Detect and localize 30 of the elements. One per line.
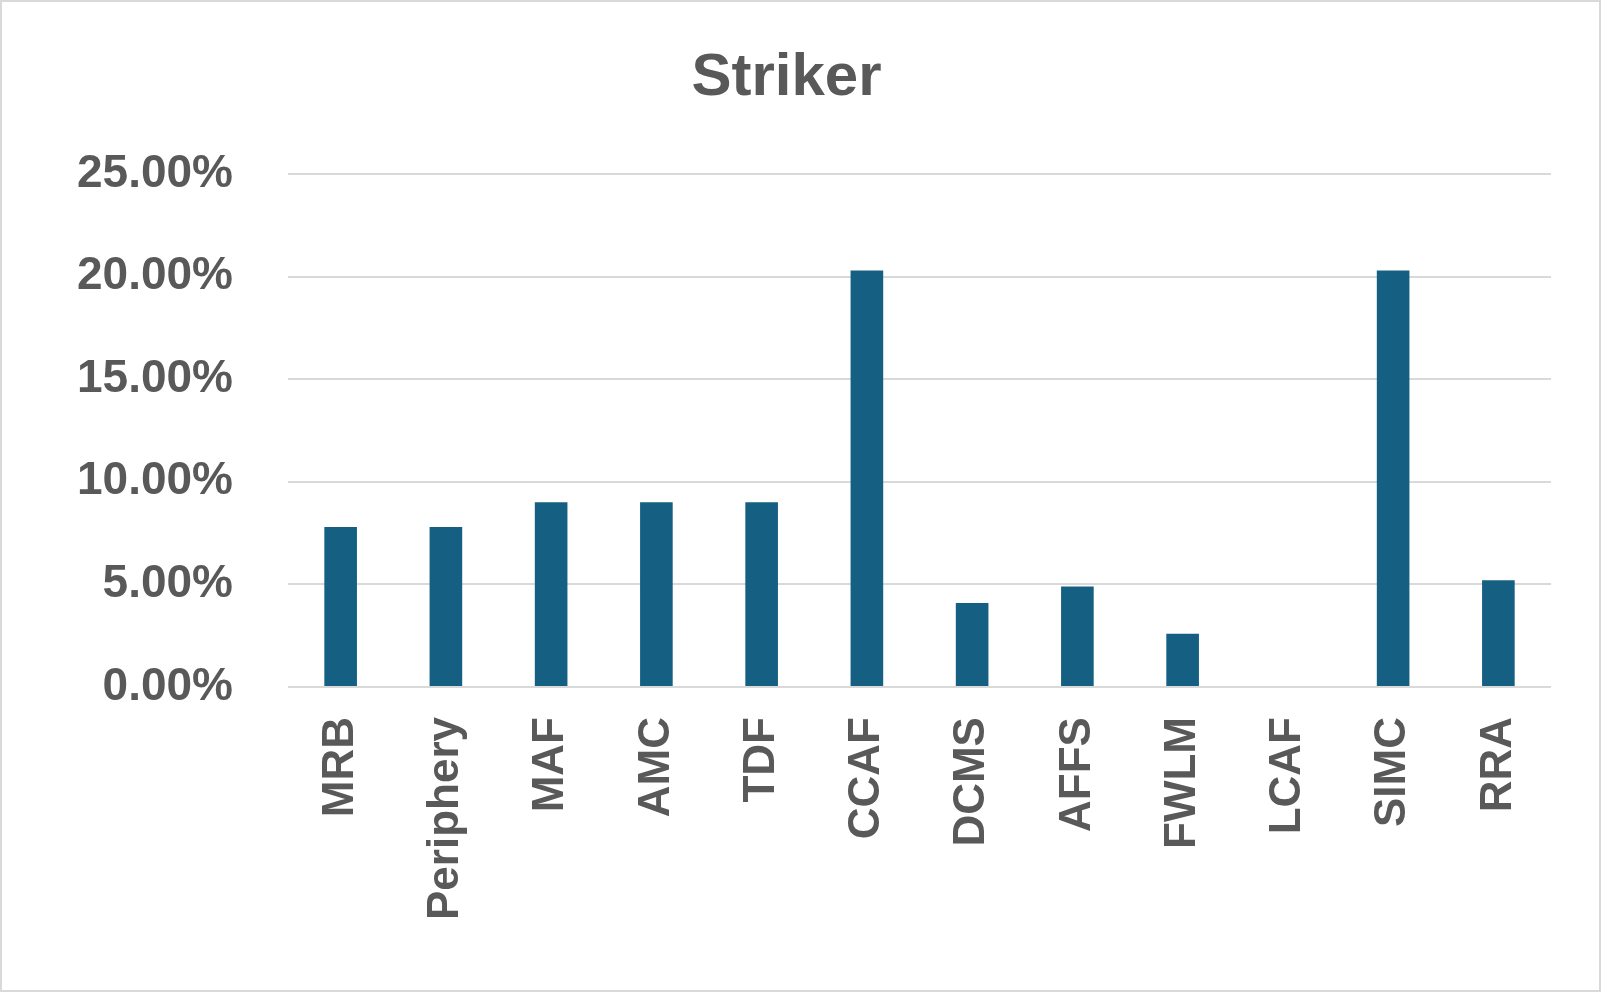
y-tick-label: 20.00% [77,247,234,300]
x-tick-label: LCAF [1260,717,1310,835]
x-tick-label: RRA [1470,717,1520,813]
x-tick-label: DCMS [944,717,994,847]
x-tick-label: AFFS [1049,717,1099,832]
y-tick-label: 0.00% [102,657,234,710]
y-tick-label: 5.00% [102,555,234,608]
bar [1166,633,1199,687]
bar [745,502,778,687]
y-tick-label: 15.00% [77,349,234,402]
x-tick-label: TDF [733,717,783,803]
bar [1061,586,1094,687]
x-tick-label: AMC [628,717,678,818]
x-tick-label: MAF [523,717,573,813]
bar [640,502,673,687]
bar [1482,580,1515,687]
bar [429,526,463,687]
bar [534,502,568,687]
chart-title: Striker [691,40,882,108]
x-tick-label: MRB [312,717,362,818]
bar [324,526,357,687]
y-tick-label: 10.00% [77,452,234,505]
x-tick-label: FWLM [1154,717,1204,849]
bar [1376,270,1410,687]
x-tick-label: CCAF [839,717,889,840]
bar [955,602,989,687]
x-tick-label: SIMC [1365,717,1415,828]
x-tick-label: Periphery [418,716,468,920]
y-tick-label: 25.00% [77,144,234,197]
bar [850,270,884,687]
